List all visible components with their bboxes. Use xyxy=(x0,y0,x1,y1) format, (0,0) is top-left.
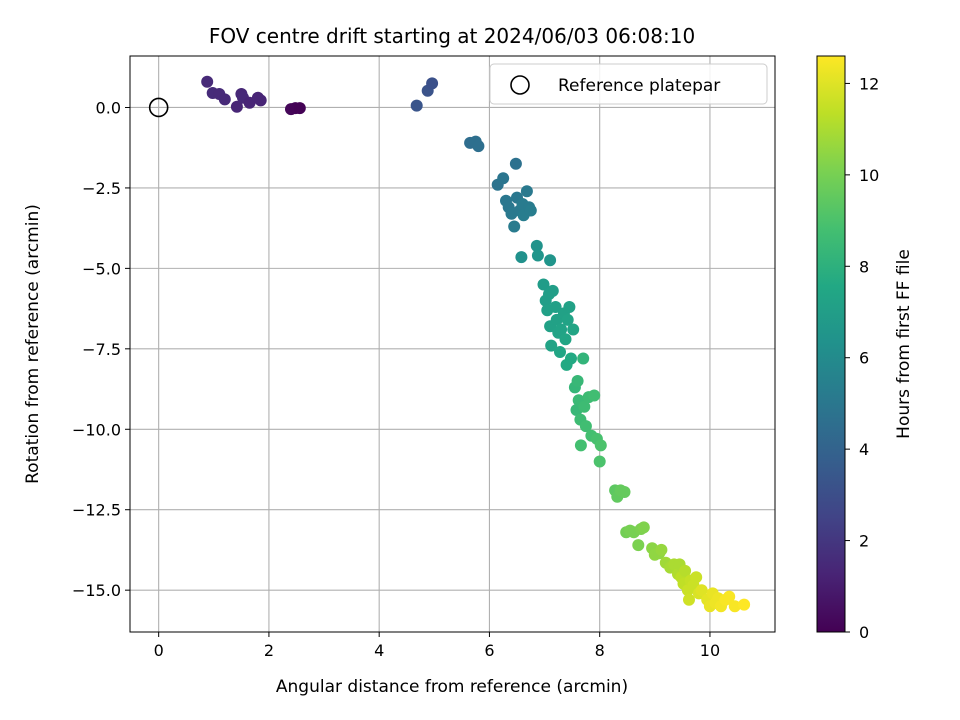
data-point xyxy=(555,323,568,336)
plot-area: 0 2 4 6 8 10 0.0 −2.5 −5.0 −7.5 −10.0 −12.5 −15.0 xyxy=(72,55,776,660)
data-point xyxy=(554,346,566,358)
chart-title: FOV centre drift starting at 2024/06/03 … xyxy=(209,24,695,48)
data-point xyxy=(571,375,584,387)
y-tick-label: −5.0 xyxy=(82,259,121,278)
y-axis-label: Rotation from reference (arcmin) xyxy=(23,204,43,484)
data-point xyxy=(515,251,528,264)
legend: Reference platepar xyxy=(489,63,768,105)
data-point xyxy=(472,140,485,153)
data-point xyxy=(690,571,703,584)
data-point xyxy=(655,543,668,556)
data-point xyxy=(254,94,267,107)
data-point xyxy=(683,593,695,606)
data-point xyxy=(565,352,577,365)
data-point xyxy=(201,75,214,88)
data-point xyxy=(549,301,562,313)
data-point xyxy=(561,313,574,326)
legend-box xyxy=(489,63,768,105)
data-point xyxy=(508,220,521,233)
y-tick-label: −15.0 xyxy=(72,581,121,600)
x-tick-label: 6 xyxy=(484,641,494,660)
colorbar-tick-label: 12 xyxy=(859,74,879,93)
x-axis-label: Angular distance from reference (arcmin) xyxy=(276,677,628,697)
y-tick-label: −2.5 xyxy=(82,179,121,198)
legend-entry-label: Reference platepar xyxy=(558,76,720,96)
data-point xyxy=(618,486,631,498)
data-point xyxy=(578,400,591,413)
x-tick-label: 0 xyxy=(154,641,164,660)
colorbar-tick-label: 2 xyxy=(859,532,869,551)
data-point xyxy=(544,254,557,267)
data-point xyxy=(723,590,736,603)
data-point xyxy=(524,204,537,217)
colorbar-tick-label: 4 xyxy=(859,440,869,459)
data-point xyxy=(563,301,576,313)
data-points xyxy=(201,75,751,613)
data-point xyxy=(426,77,439,90)
colorbar-tick-label: 6 xyxy=(859,349,869,368)
y-tick-label: −10.0 xyxy=(72,420,121,439)
x-tick-label: 4 xyxy=(374,641,384,660)
data-point xyxy=(559,333,572,346)
data-point xyxy=(509,157,522,170)
data-point xyxy=(531,249,544,262)
data-point xyxy=(577,352,590,365)
x-tick-label: 10 xyxy=(700,641,720,660)
colorbar: 0 2 4 6 8 10 12 Hours from first FF file xyxy=(816,55,914,642)
data-point xyxy=(537,278,550,291)
data-point xyxy=(530,239,543,252)
data-point xyxy=(545,339,558,352)
data-point xyxy=(579,420,592,433)
y-tick-label: −12.5 xyxy=(72,501,121,520)
data-point xyxy=(520,185,533,198)
data-point xyxy=(546,284,559,297)
data-point xyxy=(695,584,708,597)
data-point xyxy=(567,323,580,336)
grid-lines xyxy=(130,56,775,632)
data-point xyxy=(497,172,510,185)
y-tick-label: 0.0 xyxy=(96,98,121,117)
data-point xyxy=(218,93,231,106)
y-tick-label: −7.5 xyxy=(82,340,121,359)
colorbar-ticks: 0 2 4 6 8 10 12 xyxy=(845,74,879,642)
data-point xyxy=(593,455,606,468)
plot-frame xyxy=(129,55,776,633)
data-point xyxy=(588,389,601,402)
legend-marker-icon xyxy=(510,75,530,95)
data-point xyxy=(637,521,650,534)
data-point xyxy=(632,539,645,552)
y-axis-ticks: 0.0 −2.5 −5.0 −7.5 −10.0 −12.5 −15.0 xyxy=(72,98,130,600)
reference-platepar-marker xyxy=(148,97,169,118)
data-point xyxy=(728,600,741,613)
x-tick-label: 8 xyxy=(595,641,605,660)
colorbar-label: Hours from first FF file xyxy=(894,249,914,439)
data-point xyxy=(574,439,587,452)
data-point xyxy=(293,102,306,115)
data-point xyxy=(410,99,423,112)
data-point xyxy=(738,598,751,611)
x-axis-ticks: 0 2 4 6 8 10 xyxy=(154,632,720,660)
data-point xyxy=(230,100,243,113)
colorbar-tick-label: 10 xyxy=(859,166,879,185)
colorbar-tick-label: 0 xyxy=(859,623,869,642)
data-point xyxy=(679,564,692,577)
colorbar-tick-label: 8 xyxy=(859,257,869,276)
colorbar-gradient xyxy=(816,55,846,633)
data-point xyxy=(594,439,607,452)
x-tick-label: 2 xyxy=(264,641,274,660)
